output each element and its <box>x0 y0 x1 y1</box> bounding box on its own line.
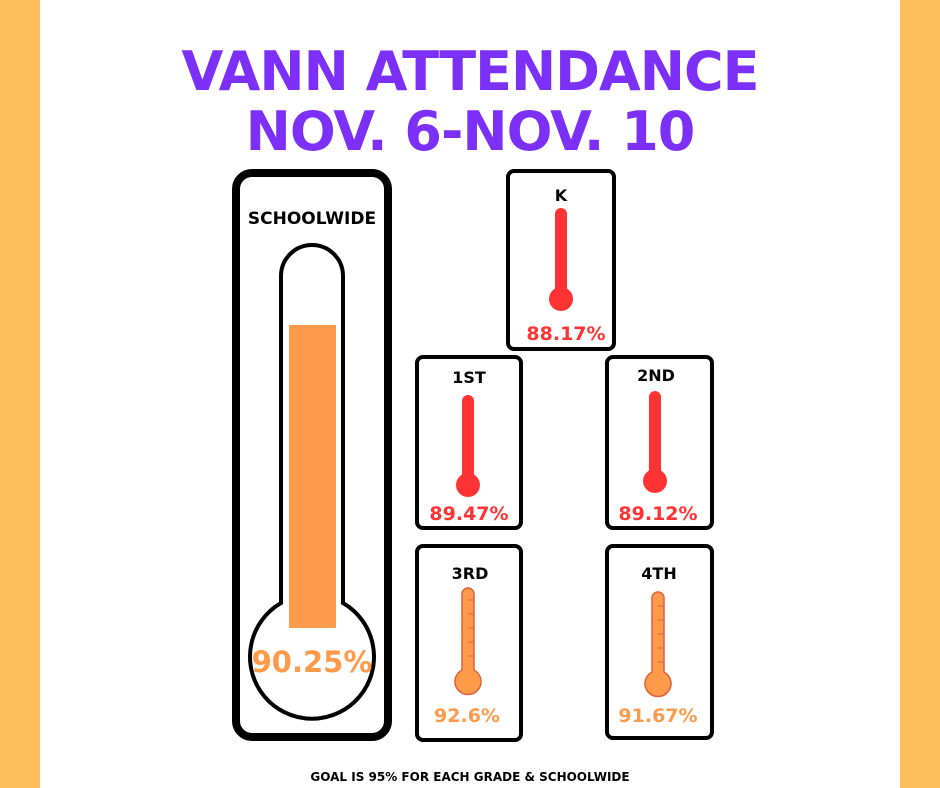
thermometer <box>462 395 474 485</box>
thermometer <box>649 391 661 481</box>
thermometer-bulb <box>643 469 667 493</box>
grade-label: 4TH <box>641 564 676 583</box>
grade-value: 89.12% <box>618 503 697 525</box>
thermometer-bulb <box>549 287 573 311</box>
thermometer-fill <box>289 325 336 628</box>
grade-label: 2ND <box>637 366 675 385</box>
grade-value: 91.67% <box>618 705 697 727</box>
schoolwide-label: SCHOOLWIDE <box>248 209 376 229</box>
grade-label: 1ST <box>452 368 486 387</box>
title-line: NOV. 6-NOV. 10 <box>246 100 695 163</box>
thermometer-ticks <box>658 605 664 663</box>
schoolwide-value: 90.25% <box>252 645 373 679</box>
side-bar <box>900 0 940 788</box>
thermometer <box>454 587 482 696</box>
footer: GOAL IS 95% FOR EACH GRADE & SCHOOLWIDE <box>310 770 629 784</box>
title-line: VANN ATTENDANCE <box>181 40 758 103</box>
side-bar <box>0 0 40 788</box>
grade-label: K <box>555 186 568 205</box>
grade-value: 92.6% <box>434 705 500 727</box>
grade-label: 3RD <box>452 564 489 583</box>
thermometer <box>555 208 567 298</box>
thermometer <box>644 591 672 698</box>
grade-value: 89.47% <box>429 503 508 525</box>
grade-value: 88.17% <box>526 323 605 345</box>
thermometer-bulb <box>456 473 480 497</box>
thermometer-ticks <box>468 599 474 657</box>
